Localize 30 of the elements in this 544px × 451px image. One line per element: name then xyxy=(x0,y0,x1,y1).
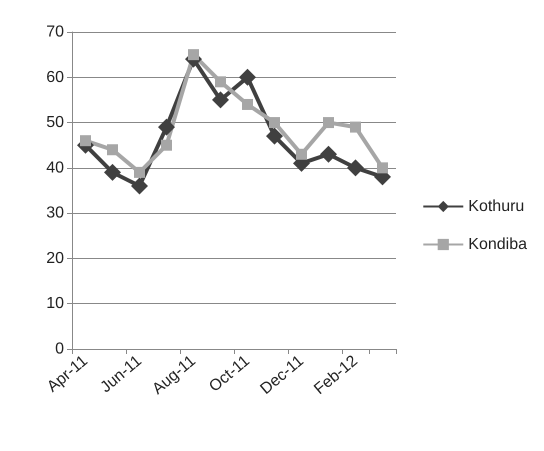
point xyxy=(188,49,199,60)
y-tick-label: 60 xyxy=(46,68,64,86)
point xyxy=(347,159,364,176)
point xyxy=(323,117,334,128)
point xyxy=(350,122,361,133)
y-tick-label: 0 xyxy=(55,340,64,358)
point xyxy=(131,177,148,194)
point xyxy=(212,91,229,108)
point xyxy=(269,117,280,128)
point xyxy=(80,135,91,146)
point xyxy=(158,118,175,136)
point xyxy=(377,162,388,174)
point xyxy=(215,76,226,88)
point xyxy=(320,146,337,163)
point xyxy=(239,68,256,86)
point xyxy=(107,144,118,156)
y-tick-label: 30 xyxy=(46,204,64,222)
y-tick-label: 20 xyxy=(46,250,64,267)
y-tick-label: 50 xyxy=(46,114,64,132)
y-tick-label: 70 xyxy=(46,24,64,40)
y-tick-label: 10 xyxy=(46,295,64,312)
legend-label: Kothuru xyxy=(468,198,524,215)
legend-label: Kondiba xyxy=(468,236,528,253)
point xyxy=(266,128,283,145)
point xyxy=(242,98,253,110)
y-tick-label: 40 xyxy=(46,159,64,176)
point xyxy=(134,166,145,178)
point xyxy=(296,148,307,160)
point xyxy=(161,140,172,151)
point xyxy=(104,164,121,181)
